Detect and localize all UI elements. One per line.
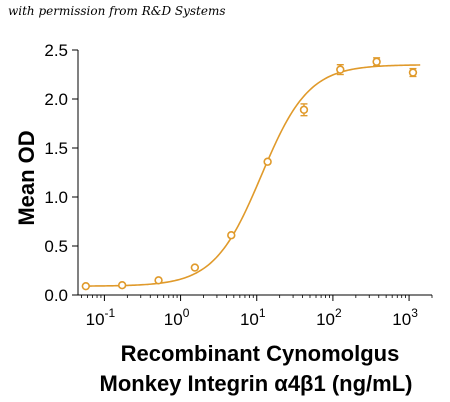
data-point xyxy=(263,157,272,166)
data-point xyxy=(408,68,418,77)
data-point xyxy=(190,263,200,272)
x-axis-title-line2: Monkey Integrin α4β1 (ng/mL) xyxy=(100,371,413,396)
axes xyxy=(77,50,432,296)
y-tick-label: 0.5 xyxy=(44,237,68,256)
x-tick-label: 100 xyxy=(164,306,190,329)
data-point xyxy=(81,281,91,291)
fit-curve-layer xyxy=(85,64,421,287)
x-axis-title-line1: Recombinant Cynomolgus xyxy=(121,341,400,366)
y-ticks: 0.0 0.5 1.0 1.5 2.0 2.5 xyxy=(44,41,78,305)
x-ticks: 10-1 100 101 102 103 xyxy=(81,295,433,329)
permission-watermark: with permission from R&D Systems xyxy=(8,4,226,18)
y-tick-label: 2.0 xyxy=(44,90,68,109)
x-tick-label: 101 xyxy=(240,306,266,329)
x-tick-label: 102 xyxy=(316,306,342,329)
data-point xyxy=(336,65,345,74)
data-point xyxy=(299,105,309,114)
fit-curve xyxy=(85,64,421,287)
data-point xyxy=(154,276,163,285)
data-point xyxy=(227,231,236,240)
data-points-layer xyxy=(81,57,418,291)
data-point xyxy=(117,281,127,290)
y-tick-label: 1.0 xyxy=(44,188,68,207)
y-tick-label: 0.0 xyxy=(44,286,68,305)
x-tick-label: 10-1 xyxy=(86,306,116,329)
y-axis-title: Mean OD xyxy=(14,130,39,225)
x-tick-label: 103 xyxy=(392,306,418,329)
y-tick-label: 1.5 xyxy=(44,139,68,158)
y-tick-label: 2.5 xyxy=(44,41,68,60)
data-point xyxy=(372,57,381,66)
